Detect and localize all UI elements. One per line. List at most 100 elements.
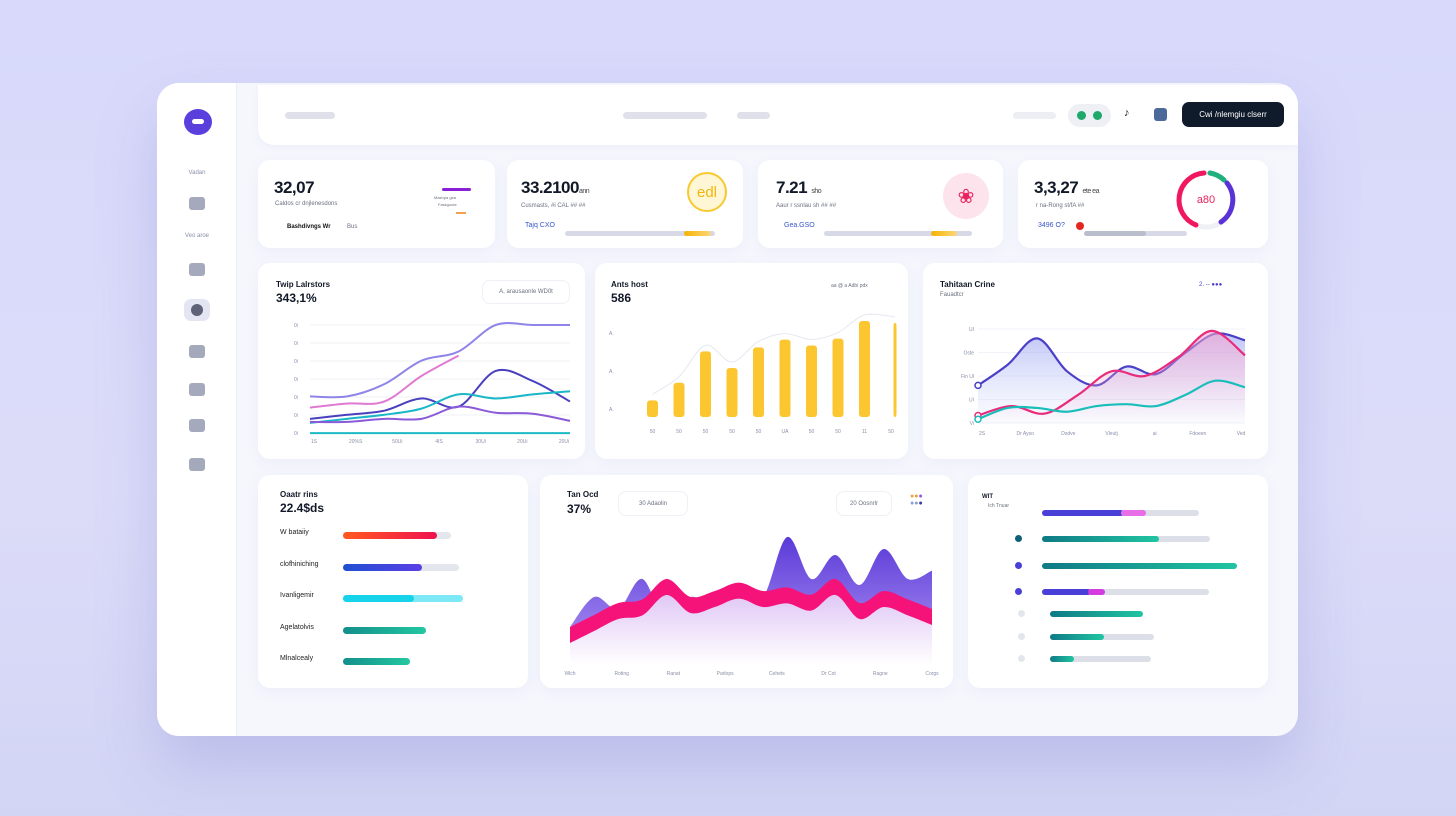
chart-value: 37%	[567, 502, 592, 516]
progress-label: Ivanligemir	[280, 592, 314, 599]
ring-label: a80	[1196, 194, 1216, 206]
bar-chart-card: Ants host 586 aa @ a Adbi pdx A. A. A. 50 50…	[595, 263, 908, 459]
search-placeholder[interactable]	[285, 112, 335, 119]
bar[interactable]	[893, 322, 897, 417]
notification-icon[interactable]: ♪	[1124, 107, 1130, 119]
y-tick-label: Fin Ul	[961, 374, 974, 380]
cta-button[interactable]: Cwi /nlemgiu clserr	[1182, 102, 1284, 127]
bar-segment[interactable]	[1050, 656, 1074, 662]
bar[interactable]	[806, 345, 817, 417]
status-toggle[interactable]	[1068, 104, 1111, 127]
bar-segment[interactable]	[1042, 563, 1237, 569]
bar[interactable]	[726, 368, 738, 417]
kpi-value: 33.2100ann	[521, 178, 590, 197]
kpi-card: 7.21 sho Aaur r ssnlau sh ## ## Gea.GSO …	[758, 160, 1003, 248]
kpi-value: 7.21 sho	[776, 178, 822, 197]
kpi-link[interactable]: 3496 O?	[1038, 222, 1065, 229]
bar-segment[interactable]	[1050, 611, 1144, 617]
kpi-footer: Bashdivngs Wr	[287, 224, 331, 230]
nav-link[interactable]	[623, 112, 707, 119]
progress-fill	[683, 231, 711, 236]
x-tick-label: Parlops	[717, 671, 734, 677]
progress-fill	[930, 231, 958, 236]
bar-segment[interactable]	[1087, 589, 1106, 595]
status-dot	[1018, 610, 1025, 617]
x-tick-label: 20Ui	[559, 439, 569, 445]
x-tick-label: 50	[703, 429, 709, 435]
chart-legend: aa @ a Adbi pdx	[831, 283, 868, 289]
x-tick-label: Wlch	[564, 671, 575, 677]
bar-segment[interactable]	[1120, 510, 1147, 516]
bar-segment[interactable]	[1042, 510, 1124, 516]
bar[interactable]	[859, 320, 870, 417]
status-dot	[1093, 111, 1102, 120]
x-tick-label: Dr Cot	[821, 671, 836, 677]
chat-icon[interactable]	[184, 299, 210, 321]
progress-fill	[343, 626, 426, 634]
x-tick-label: Ragne	[873, 671, 888, 677]
status-dot	[1015, 562, 1022, 569]
avatar[interactable]	[1154, 108, 1167, 121]
kpi-footer-2: Bus	[347, 224, 358, 230]
y-tick-label: 0i	[294, 413, 298, 419]
progress-label: Mlnalcealy	[280, 655, 314, 662]
y-tick-label: 0i	[294, 359, 298, 365]
x-tick-label: ai	[1153, 431, 1157, 437]
kpi-link[interactable]: Gea.GSO	[784, 222, 815, 229]
bar[interactable]	[700, 351, 711, 417]
calendar-icon[interactable]	[189, 419, 205, 432]
kpi-card: 33.2100ann Cusmasts, #i CAL ## ## Tajq C…	[507, 160, 743, 248]
stream-chart: Wlch Roting Ranat Parlops Cehets Dr Cot Ragne C…	[564, 536, 939, 677]
status-dot	[1077, 111, 1086, 120]
kpi-value: 32,07	[274, 178, 315, 197]
color-dots-icon[interactable]: ●●● ●●●	[910, 493, 923, 507]
area-chart-card: Tahitaan Crine Fauadtcr 2. -- ●●● UI Oste…	[923, 263, 1268, 459]
data-point[interactable]	[974, 415, 982, 423]
nav-link[interactable]	[1013, 112, 1056, 119]
x-tick-label: 4IS	[435, 439, 443, 445]
progress-label: W bataiiy	[280, 529, 309, 536]
y-tick-label: A.	[609, 407, 614, 413]
bar-track	[1050, 656, 1151, 662]
x-tick-label: Dsdve	[1061, 431, 1075, 437]
ring-segment	[1207, 170, 1227, 183]
kpi-value: 3,3,27 ete ea	[1034, 178, 1099, 197]
settings-icon[interactable]	[189, 458, 205, 471]
x-tick-label: 50	[835, 429, 841, 435]
x-tick-label: Cehets	[769, 671, 785, 677]
filter-chip[interactable]: A, arausaonle WD0t	[482, 280, 570, 304]
book-icon[interactable]	[189, 345, 205, 358]
filter-chip[interactable]: 20 Oosnrlr	[836, 491, 892, 516]
bar[interactable]	[673, 382, 685, 417]
bar[interactable]	[647, 400, 658, 417]
bar[interactable]	[753, 347, 764, 417]
logo-icon[interactable]	[184, 109, 212, 135]
chart-value: 343,1%	[276, 291, 317, 305]
bar-segment[interactable]	[1042, 536, 1159, 542]
bar-chart: A. A. A. 50 50 50 50 50 UA 50 50 11 50	[609, 313, 897, 435]
kpi-progress	[565, 231, 715, 236]
kpi-progress	[824, 231, 972, 236]
data-point[interactable]	[974, 381, 982, 390]
sidebar-label: Veo aroe	[184, 233, 210, 239]
filter-chip[interactable]: 30 Adaolin	[618, 491, 688, 516]
bar[interactable]	[779, 339, 791, 417]
bar[interactable]	[832, 338, 844, 417]
kpi-subtitle: Caldos cr dnjlenesdons	[275, 201, 338, 207]
status-dot	[1015, 535, 1022, 542]
kpi-link[interactable]: Tajq CXO	[525, 222, 555, 229]
x-tick-label: 50	[650, 429, 656, 435]
x-tick-label: 20Ui	[517, 439, 527, 445]
legend-line	[456, 212, 466, 214]
bar-segment[interactable]	[1050, 634, 1105, 640]
trend-line	[652, 313, 896, 395]
card-subtitle: Ich Tnuar	[988, 503, 1010, 509]
monitor-icon[interactable]	[189, 263, 205, 276]
folder-icon[interactable]	[189, 197, 205, 210]
keyboard-icon[interactable]	[189, 383, 205, 396]
chart-subtitle: Fauadtcr	[940, 292, 964, 298]
team-bars-card: WIT Ich Tnuar	[968, 475, 1268, 688]
kpi-progress	[1084, 231, 1187, 236]
bar-segment[interactable]	[1042, 589, 1091, 595]
nav-link[interactable]	[737, 112, 770, 119]
